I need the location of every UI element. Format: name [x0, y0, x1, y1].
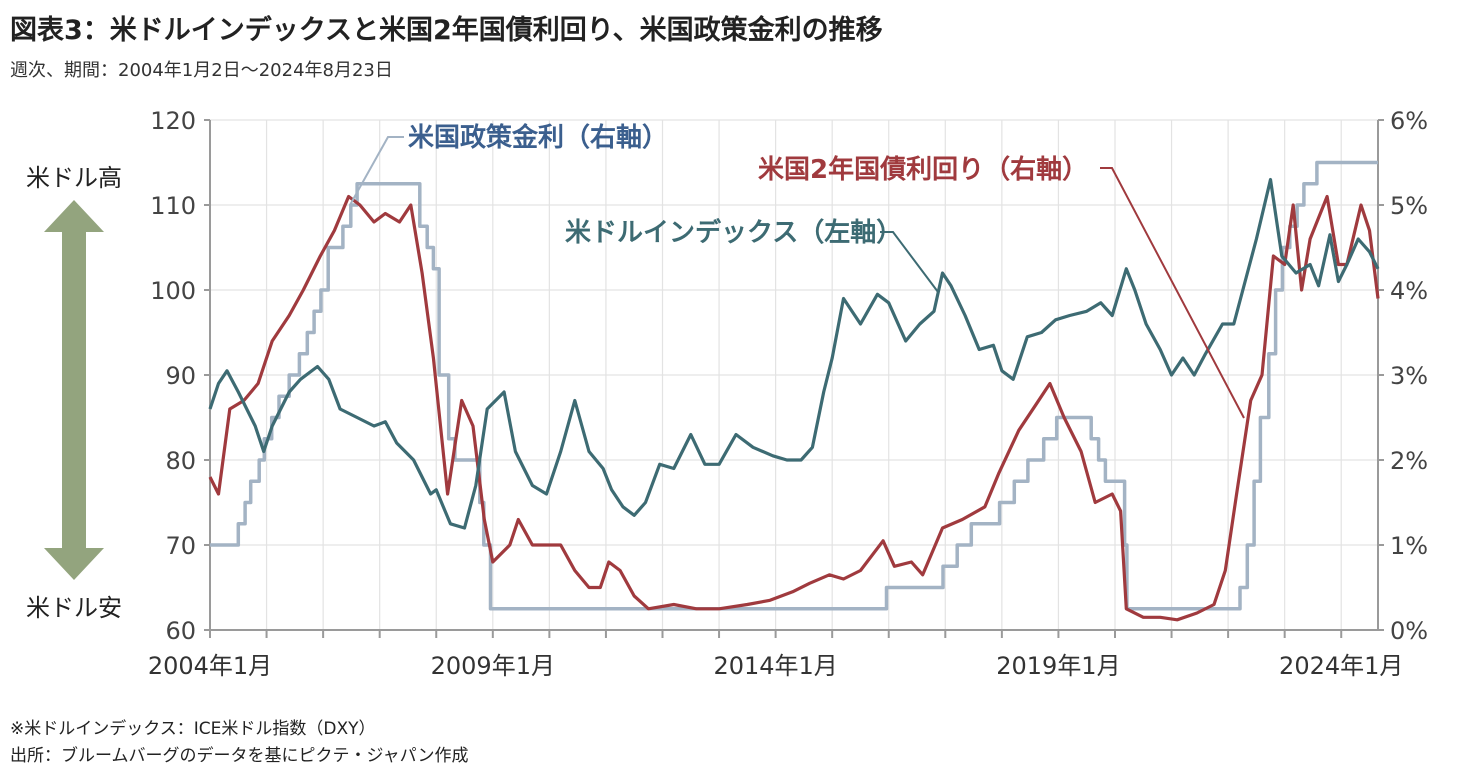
y-right-tick-label: 2%	[1390, 447, 1428, 475]
annotations: 米国政策金利（右軸） 米国2年国債利回り（右軸） 米ドルインデックス（左軸）	[349, 122, 1245, 419]
chart-svg: 60 0% 70 1% 80 2% 90 3% 100 4% 110 5% 120 6% 2004年1月 20…	[26, 107, 1428, 680]
policy-rate-label: 米国政策金利（右軸）	[408, 122, 668, 153]
y-right-tick-label: 3%	[1390, 362, 1428, 390]
y-left-tick-label: 60	[165, 617, 196, 645]
y-right-tick-label: 6%	[1390, 107, 1428, 135]
series-lines	[208, 160, 1380, 622]
policy-rate-leader	[349, 136, 404, 206]
dxy-leader	[880, 231, 939, 293]
x-tick-label: 2009年1月	[431, 652, 555, 680]
y-right-tick-label: 1%	[1390, 532, 1428, 560]
dxy-line	[208, 177, 1380, 530]
us2y-yield-label: 米国2年国債利回り（右軸）	[758, 154, 1088, 185]
double-arrow-icon	[44, 200, 104, 580]
dxy-label: 米ドルインデックス（左軸）	[565, 217, 902, 248]
us2y-yield-line	[208, 194, 1380, 622]
chart-subtitle: 週次、期間：2004年1月2日～2024年8月23日	[10, 60, 393, 81]
source-note: 出所：ブルームバーグのデータを基にピクテ・ジャパン作成	[10, 746, 469, 766]
y-left-tick-label: 90	[165, 362, 196, 390]
y-left-tick-label: 110	[150, 192, 196, 220]
y-right-tick-label: 4%	[1390, 277, 1428, 305]
y-right-tick-label: 5%	[1390, 192, 1428, 220]
us2y-yield-leader	[1100, 167, 1245, 419]
dxy-note: ※米ドルインデックス：ICE米ドル指数（DXY）	[10, 719, 376, 739]
axes	[204, 119, 1384, 638]
y-left-tick-label: 100	[150, 277, 196, 305]
x-tick-label: 2004年1月	[148, 652, 272, 680]
x-tick-label: 2014年1月	[713, 652, 837, 680]
y-left-tick-label: 120	[150, 107, 196, 135]
axis-labels: 60 0% 70 1% 80 2% 90 3% 100 4% 110 5% 120 6% 2004年1月 20…	[148, 107, 1428, 680]
y-right-tick-label: 0%	[1390, 617, 1428, 645]
grid-lines	[210, 119, 1378, 630]
x-tick-label: 2019年1月	[996, 652, 1120, 680]
x-tick-label: 2024年1月	[1279, 652, 1403, 680]
y-left-tick-label: 80	[165, 447, 196, 475]
y-left-tick-label: 70	[165, 532, 196, 560]
chart-title: 図表3：米ドルインデックスと米国2年国債利回り、米国政策金利の推移	[10, 15, 883, 46]
usd-weak-label: 米ドル安	[26, 594, 122, 622]
usd-strong-label: 米ドル高	[26, 164, 122, 192]
